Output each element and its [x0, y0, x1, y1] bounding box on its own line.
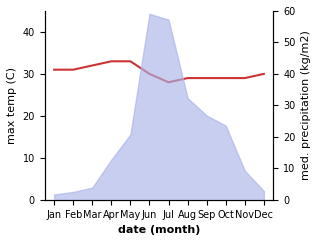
- Y-axis label: max temp (C): max temp (C): [7, 67, 17, 144]
- Y-axis label: med. precipitation (kg/m2): med. precipitation (kg/m2): [301, 30, 311, 180]
- X-axis label: date (month): date (month): [118, 225, 200, 235]
